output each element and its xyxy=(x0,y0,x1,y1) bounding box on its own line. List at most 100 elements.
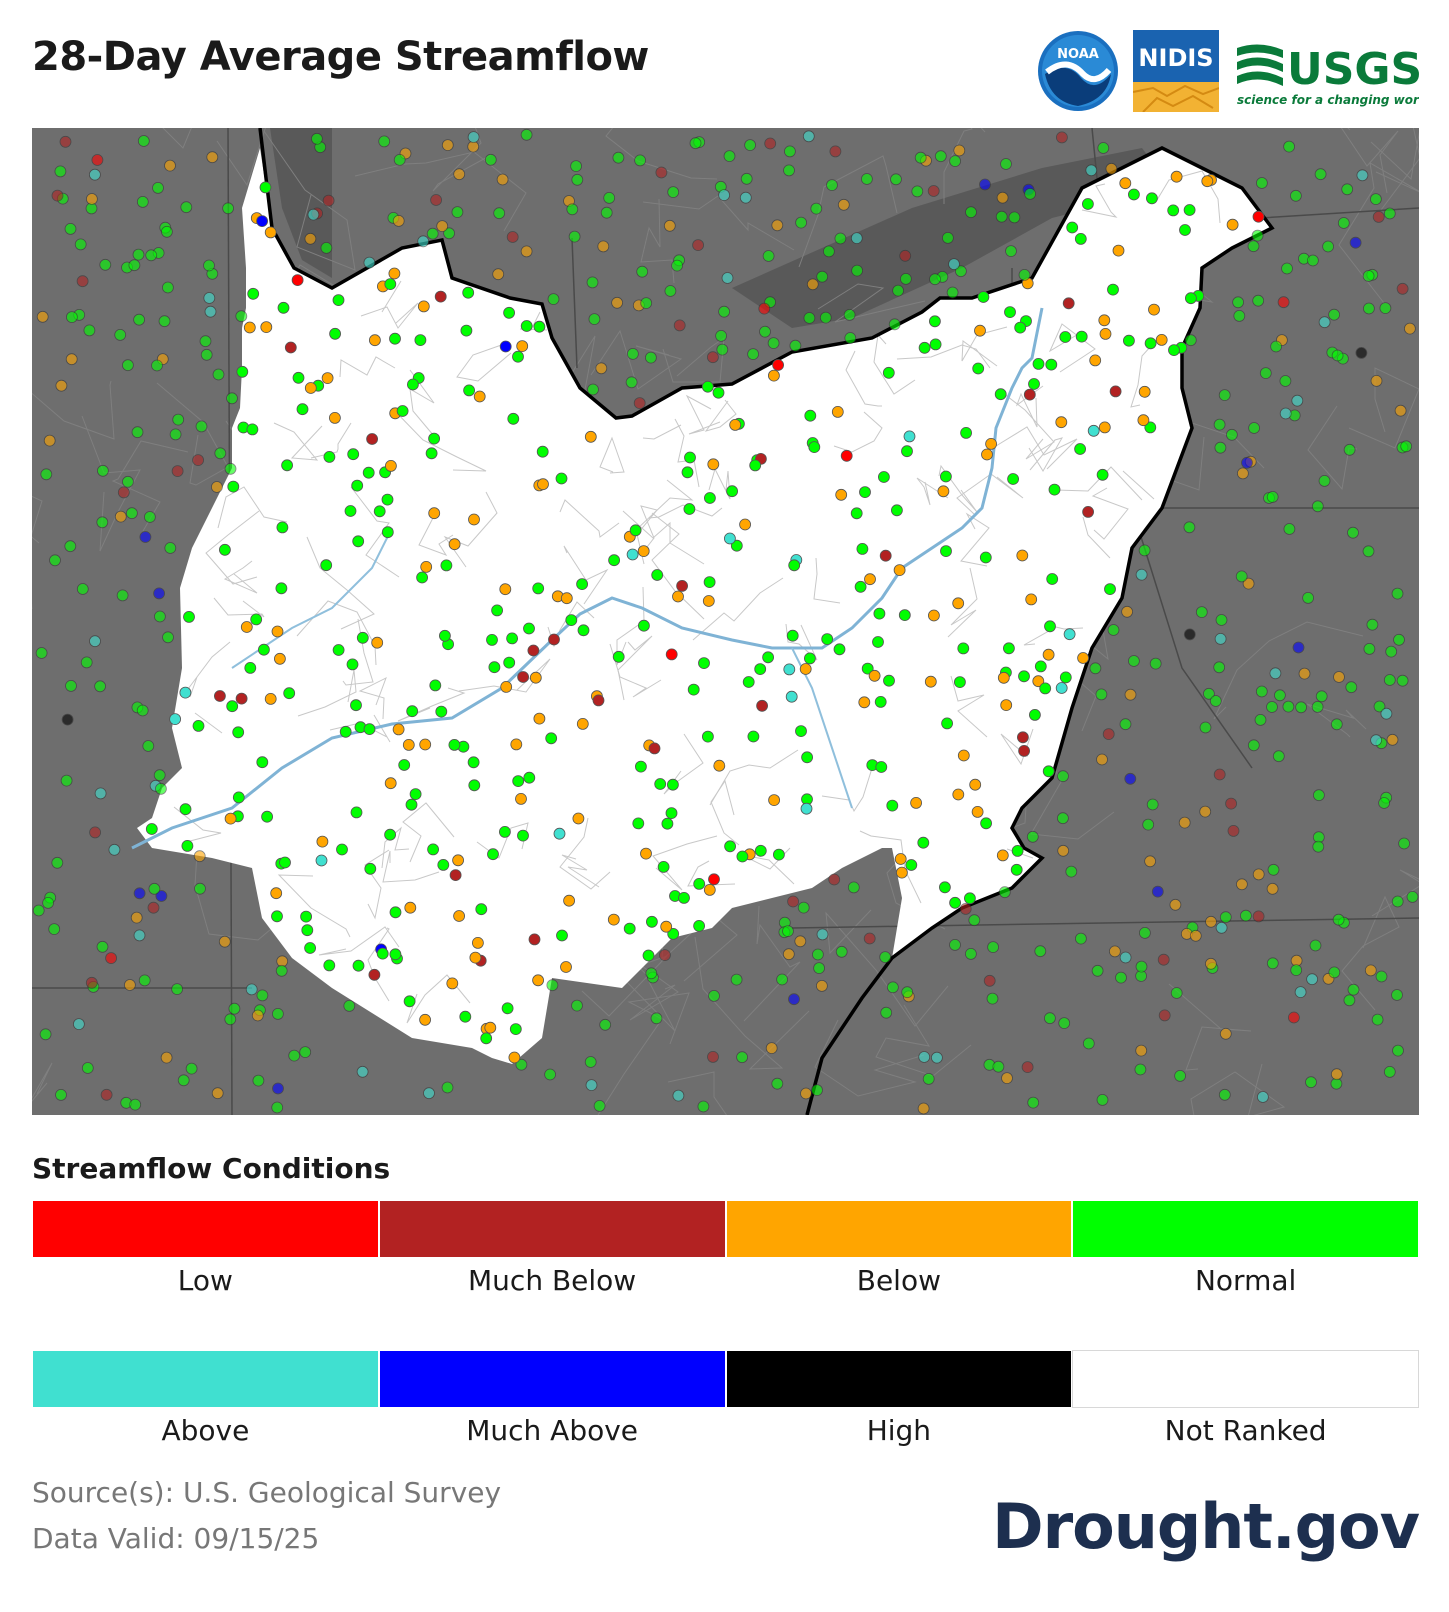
gauge-point xyxy=(1109,385,1122,398)
gauge-point xyxy=(452,854,465,867)
gauge-point xyxy=(874,696,887,708)
gauge-point xyxy=(64,540,77,553)
gauge-point xyxy=(1347,983,1360,996)
gauge-point xyxy=(520,320,533,332)
gauge-point xyxy=(528,933,541,946)
gauge-point xyxy=(144,511,156,523)
gauge-point xyxy=(879,951,892,963)
gauge-point xyxy=(91,154,104,166)
gauge-point xyxy=(284,341,297,354)
gauge-point xyxy=(584,430,597,443)
legend-swatch-above xyxy=(32,1350,379,1408)
gauge-point xyxy=(840,449,853,462)
gauge-point xyxy=(854,580,867,593)
gauge-point xyxy=(1370,374,1383,387)
gauge-point xyxy=(692,239,704,251)
legend-swatch-much-below xyxy=(378,1200,726,1258)
gauge-point xyxy=(607,913,620,926)
gauge-point xyxy=(200,348,213,361)
gauge-point xyxy=(931,1051,943,1064)
gauge-point xyxy=(272,1082,284,1095)
gauge-point xyxy=(486,633,498,646)
gauge-point xyxy=(428,507,441,520)
drought-gov-brand[interactable]: Drought.gov xyxy=(992,1490,1420,1563)
gauge-point xyxy=(1383,1066,1396,1078)
gauge-point xyxy=(122,475,134,488)
gauge-point xyxy=(509,1023,522,1035)
gauge-point xyxy=(171,983,184,995)
gauge-point xyxy=(570,160,582,172)
gauge-point xyxy=(629,524,642,537)
gauge-point xyxy=(1102,728,1115,740)
gauge-point xyxy=(1218,1088,1231,1101)
gauge-point xyxy=(716,343,729,356)
gauge-point xyxy=(638,619,650,632)
gauge-point xyxy=(271,910,283,923)
gauge-point xyxy=(54,165,67,178)
gauge-point xyxy=(648,742,661,755)
gauge-point xyxy=(328,411,341,424)
gauge-point xyxy=(65,680,77,692)
gauge-point xyxy=(1343,994,1356,1007)
basin-border xyxy=(258,128,1275,1115)
gauge-point xyxy=(124,979,136,991)
gauge-point xyxy=(273,652,286,665)
gauge-point xyxy=(1107,624,1120,636)
gauge-point xyxy=(1179,224,1191,236)
gauge-point xyxy=(151,359,163,372)
gauge-point xyxy=(1372,211,1385,223)
gauge-point xyxy=(203,259,215,272)
gauge-point xyxy=(981,448,993,461)
gauge-point xyxy=(1371,1013,1384,1026)
gauge-point xyxy=(1144,421,1157,434)
gauge-point xyxy=(1089,354,1102,367)
legend-item-normal: Normal xyxy=(1072,1200,1419,1297)
gauge-point xyxy=(417,235,430,248)
gauge-point xyxy=(1391,989,1403,1001)
gauge-point xyxy=(940,470,952,483)
gauge-point xyxy=(346,658,359,671)
gauge-point xyxy=(1057,812,1069,825)
gauge-point xyxy=(1011,845,1024,857)
gauge-point xyxy=(137,135,150,147)
gauge-point xyxy=(987,941,999,953)
gauge-point xyxy=(1398,837,1410,850)
gauge-point xyxy=(754,844,767,857)
gauge-point xyxy=(1099,327,1112,340)
gauge-point xyxy=(702,595,715,607)
gauge-point xyxy=(646,915,658,928)
gauge-point xyxy=(145,249,158,262)
gauge-point xyxy=(1203,687,1215,700)
gauge-point xyxy=(449,869,462,881)
gauge-point xyxy=(544,1068,556,1081)
gauge-point xyxy=(1007,473,1019,485)
gauge-point xyxy=(548,633,560,646)
gauge-point xyxy=(332,294,345,307)
gauge-point xyxy=(1199,721,1212,734)
gauge-point xyxy=(1044,620,1056,633)
gauge-point xyxy=(911,185,924,198)
gauge-point xyxy=(423,1087,435,1100)
gauge-point xyxy=(707,458,720,471)
gauge-point xyxy=(744,139,756,152)
gauge-point xyxy=(131,426,144,439)
gauge-point xyxy=(667,778,679,791)
gauge-point xyxy=(979,178,991,191)
gauge-point xyxy=(701,380,714,393)
gauge-point xyxy=(698,657,710,669)
gauge-point xyxy=(503,656,516,669)
gauge-point xyxy=(1213,661,1226,674)
gauge-point xyxy=(1062,297,1075,310)
gauge-point xyxy=(129,1098,142,1111)
gauge-point xyxy=(828,873,841,886)
gauge-point xyxy=(786,629,799,642)
gauge-point xyxy=(145,823,158,835)
gauge-point xyxy=(1386,733,1399,746)
gauge-point xyxy=(245,983,258,996)
gauge-point xyxy=(1392,1044,1404,1057)
gauge-point xyxy=(1042,648,1055,661)
gauge-point xyxy=(448,739,461,751)
gauge-point xyxy=(133,929,146,942)
gauge-point xyxy=(256,989,269,1002)
gauge-point xyxy=(771,1077,784,1090)
